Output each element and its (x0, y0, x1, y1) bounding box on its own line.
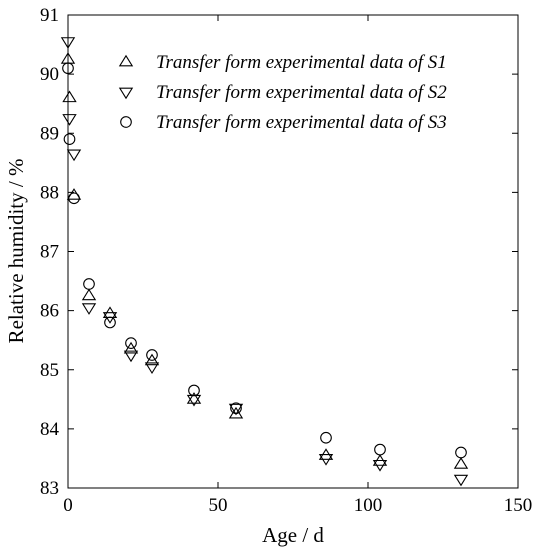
y-tick-label: 85 (40, 360, 59, 381)
data-point (144, 362, 160, 375)
legend-label: Transfer form experimental data of S2 (156, 82, 447, 103)
data-point (123, 350, 139, 363)
y-tick-label: 88 (40, 182, 59, 203)
data-point (228, 406, 244, 419)
x-tick-label: 0 (63, 495, 73, 516)
data-point (63, 133, 76, 146)
series-3 (62, 62, 467, 459)
data-point (230, 402, 242, 415)
data-point (188, 384, 200, 397)
data-point (104, 316, 116, 329)
legend-marker (118, 54, 134, 67)
data-point (62, 90, 77, 103)
y-tick-label: 91 (40, 5, 59, 26)
data-point (318, 454, 334, 466)
data-point (66, 188, 82, 200)
y-tick-label: 87 (40, 242, 59, 263)
data-point (372, 459, 388, 472)
series-2 (60, 37, 469, 487)
y-tick-label: 90 (40, 64, 59, 85)
data-point (83, 278, 95, 290)
legend: Transfer form experimental data of S1 Tra… (118, 52, 447, 133)
legend-marker (118, 87, 134, 100)
x-tick-label: 100 (354, 495, 383, 516)
y-tick-label: 86 (40, 301, 59, 322)
legend-entry: Transfer form experimental data of S2 (118, 82, 447, 103)
data-point (186, 392, 202, 404)
axis-ticks (67, 14, 519, 489)
x-tick-label: 50 (209, 495, 228, 516)
y-tick-label: 83 (40, 478, 59, 499)
x-axis-label: Age / d (262, 523, 324, 547)
y-axis-label: Relative humidity / % (4, 159, 28, 344)
data-point (455, 446, 467, 459)
data-point (453, 457, 469, 469)
data-point (60, 37, 76, 49)
axis-tick-labels: 0 50 100 150 83 84 85 86 87 88 89 90 91 (40, 5, 532, 516)
data-points (60, 37, 469, 487)
data-point (320, 431, 332, 444)
data-point (81, 288, 97, 301)
data-point (62, 62, 74, 75)
data-point (62, 114, 77, 126)
data-point (228, 403, 244, 416)
data-point (68, 192, 80, 205)
legend-entry: Transfer form experimental data of S3 (120, 112, 447, 133)
data-point (146, 349, 158, 361)
legend-label: Transfer form experimental data of S3 (156, 112, 447, 133)
data-point (66, 149, 82, 162)
data-point (81, 303, 97, 315)
y-tick-label: 89 (40, 123, 59, 144)
legend-marker (120, 116, 132, 128)
x-tick-label: 150 (504, 495, 533, 516)
data-point (453, 474, 469, 487)
data-point (125, 337, 137, 349)
data-point (374, 443, 386, 456)
y-tick-label: 84 (40, 419, 60, 440)
legend-entry: Transfer form experimental data of S1 (118, 52, 447, 73)
legend-label: Transfer form experimental data of S1 (156, 52, 447, 73)
